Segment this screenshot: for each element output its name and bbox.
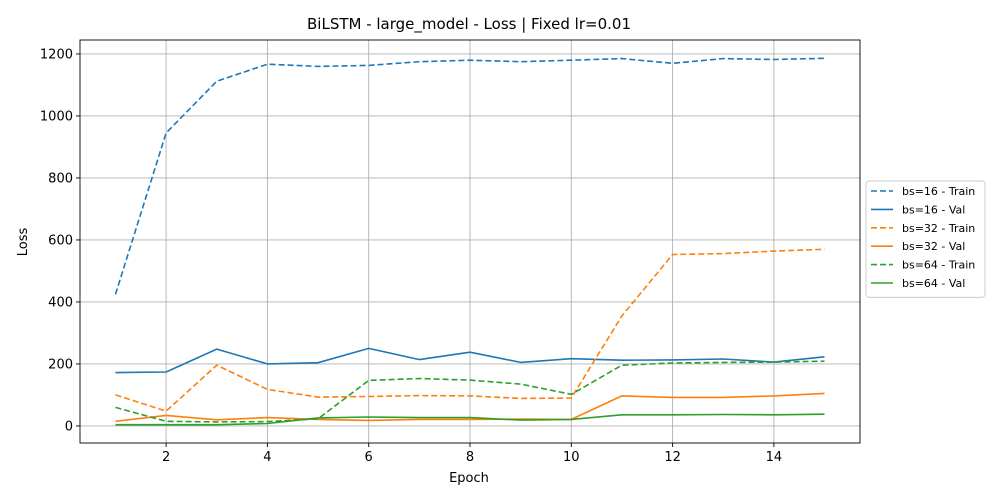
- legend: bs=16 - Train bs=16 - Val bs=32 - Train bs=…: [865, 180, 986, 298]
- legend-label: bs=64 - Train: [902, 259, 975, 272]
- y-tick-label: 1200: [40, 47, 73, 62]
- y-tick-label: 800: [48, 171, 73, 186]
- x-tick-label: 14: [766, 450, 783, 465]
- y-tick-label: 400: [48, 295, 73, 310]
- x-tick-label: 4: [263, 450, 271, 465]
- x-axis-label: Epoch: [449, 471, 489, 486]
- y-tick-label: 200: [48, 357, 73, 372]
- chart-title: BiLSTM - large_model - Loss | Fixed lr=0…: [307, 15, 631, 34]
- x-axis: 2 4 6 8 10 12 14: [162, 443, 782, 465]
- series-line-4: [115, 392, 825, 423]
- legend-label: bs=32 - Train: [902, 222, 975, 235]
- y-axis-label: Loss: [16, 228, 31, 257]
- x-tick-label: 10: [563, 450, 580, 465]
- series-line-6: [115, 413, 825, 426]
- legend-item: bs=64 - Val: [871, 277, 965, 290]
- legend-item: bs=32 - Val: [871, 240, 965, 253]
- legend-label: bs=16 - Train: [902, 185, 975, 198]
- series-line-5: [115, 360, 825, 423]
- legend-label: bs=32 - Val: [902, 240, 965, 253]
- x-tick-label: 12: [664, 450, 681, 465]
- y-axis: 0 200 400 600 800 1000 1200: [40, 47, 80, 434]
- grid: [80, 40, 860, 443]
- legend-item: bs=16 - Val: [871, 203, 965, 216]
- legend-label: bs=64 - Val: [902, 277, 965, 290]
- x-tick-label: 2: [162, 450, 170, 465]
- x-tick-label: 6: [365, 450, 373, 465]
- y-tick-label: 0: [65, 419, 73, 434]
- series-layer: [114, 57, 825, 426]
- x-tick-label: 8: [466, 450, 474, 465]
- legend-label: bs=16 - Val: [902, 203, 965, 216]
- legend-box: [865, 180, 986, 298]
- series-line-3: [115, 248, 825, 412]
- legend-item: bs=32 - Train: [871, 222, 975, 235]
- y-tick-label: 1000: [40, 109, 73, 124]
- y-tick-label: 600: [48, 233, 73, 248]
- legend-item: bs=16 - Train: [871, 185, 975, 198]
- legend-item: bs=64 - Train: [871, 259, 975, 272]
- series-line-1: [114, 57, 825, 295]
- series-line-2: [115, 347, 825, 374]
